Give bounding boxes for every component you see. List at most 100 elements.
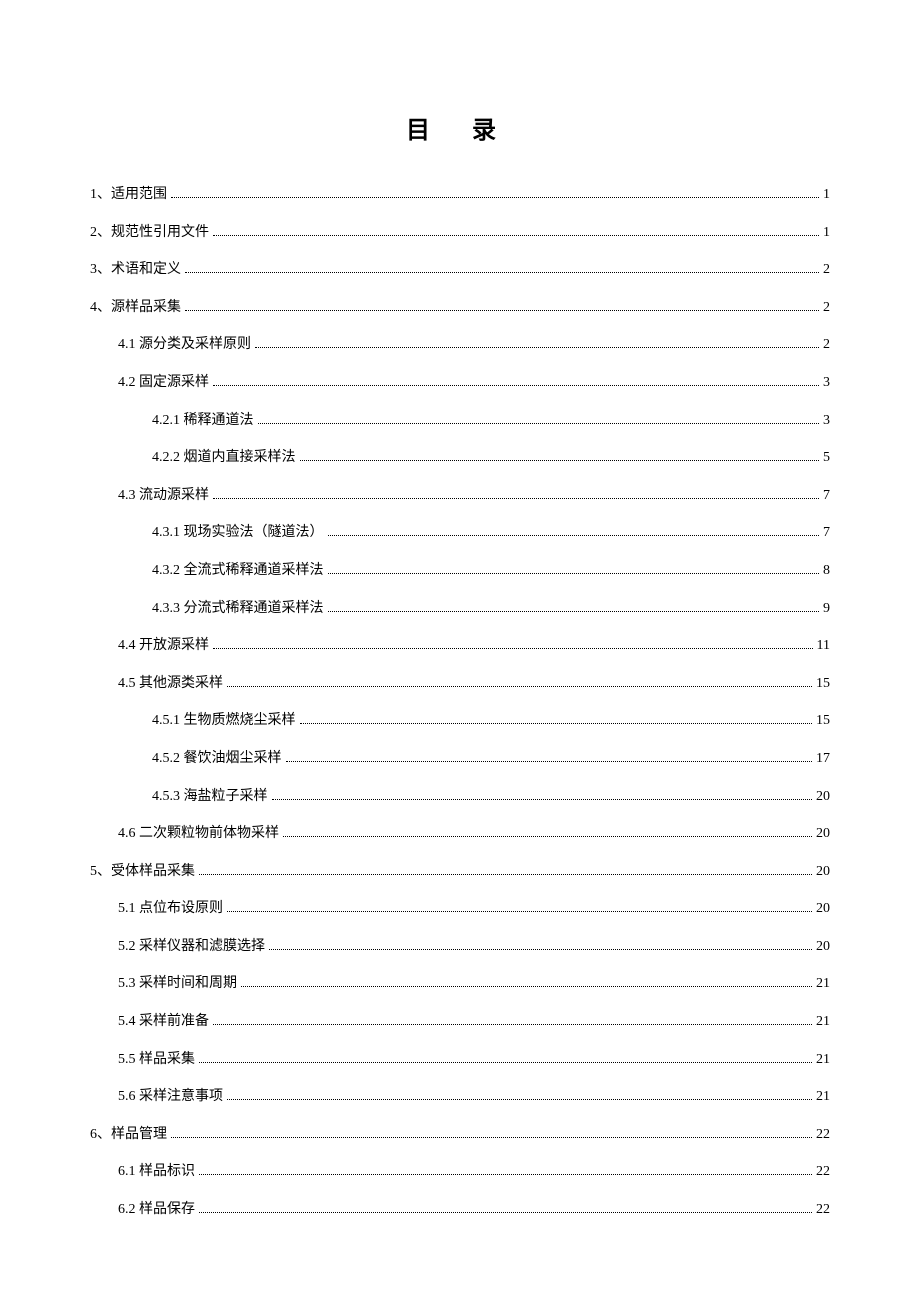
toc-entry: 4.1 源分类及采样原则 2 <box>90 335 830 355</box>
toc-dot-leader <box>213 385 819 386</box>
toc-entry-label: 5.6 采样注意事项 <box>118 1087 223 1107</box>
toc-dot-leader <box>269 949 812 950</box>
toc-entry-label: 4.4 开放源采样 <box>118 636 209 656</box>
toc-entry-page: 7 <box>823 523 830 543</box>
toc-entry-page: 2 <box>823 335 830 355</box>
toc-dot-leader <box>199 1212 812 1213</box>
toc-entry: 2、规范性引用文件1 <box>90 223 830 243</box>
toc-entry: 4.2.1 稀释通道法 3 <box>90 411 830 431</box>
toc-dot-leader <box>272 799 813 800</box>
toc-entry-label: 1、适用范围 <box>90 185 167 205</box>
toc-entry-label: 6、样品管理 <box>90 1125 167 1145</box>
toc-entry-label: 4.5 其他源类采样 <box>118 674 223 694</box>
toc-dot-leader <box>328 535 820 536</box>
toc-entry: 4.3.2 全流式稀释通道采样法 8 <box>90 561 830 581</box>
toc-entry-label: 3、术语和定义 <box>90 260 181 280</box>
toc-entry-label: 4.2.2 烟道内直接采样法 <box>152 448 296 468</box>
toc-dot-leader <box>213 498 819 499</box>
toc-entry: 4.3.1 现场实验法（隧道法） 7 <box>90 523 830 543</box>
toc-entry-page: 20 <box>816 862 830 882</box>
toc-entry-page: 21 <box>816 1087 830 1107</box>
toc-entry: 4.5 其他源类采样15 <box>90 674 830 694</box>
toc-dot-leader <box>213 235 819 236</box>
toc-dot-leader <box>185 310 819 311</box>
toc-entry-label: 5.2 采样仪器和滤膜选择 <box>118 937 265 957</box>
toc-dot-leader <box>328 611 820 612</box>
toc-dot-leader <box>213 648 813 649</box>
toc-entry: 4.5.3 海盐粒子采样 20 <box>90 787 830 807</box>
toc-entry-page: 22 <box>816 1125 830 1145</box>
toc-entry: 5.3 采样时间和周期21 <box>90 974 830 994</box>
toc-entry-label: 4.6 二次颗粒物前体物采样 <box>118 824 279 844</box>
toc-entry-page: 17 <box>816 749 830 769</box>
toc-entry-page: 1 <box>823 185 830 205</box>
toc-entry: 6.2 样品保存22 <box>90 1200 830 1220</box>
toc-entry-label: 4.3.1 现场实验法（隧道法） <box>152 523 324 543</box>
toc-container: 1、适用范围12、规范性引用文件13、术语和定义24、源样品采集24.1 源分类… <box>90 185 830 1220</box>
toc-entry-page: 20 <box>816 937 830 957</box>
toc-entry-page: 21 <box>816 1012 830 1032</box>
toc-entry-page: 22 <box>816 1200 830 1220</box>
toc-entry: 5、受体样品采集 20 <box>90 862 830 882</box>
toc-entry-page: 9 <box>823 599 830 619</box>
toc-dot-leader <box>227 686 812 687</box>
toc-entry: 3、术语和定义2 <box>90 260 830 280</box>
toc-entry: 4.5.1 生物质燃烧尘采样 15 <box>90 711 830 731</box>
toc-entry-page: 5 <box>823 448 830 468</box>
toc-dot-leader <box>241 986 812 987</box>
toc-title: 目 录 <box>90 110 830 145</box>
toc-dot-leader <box>300 723 813 724</box>
toc-entry: 4.4 开放源采样11 <box>90 636 830 656</box>
toc-entry-label: 6.1 样品标识 <box>118 1162 195 1182</box>
toc-entry-page: 15 <box>816 711 830 731</box>
toc-entry: 6.1 样品标识 22 <box>90 1162 830 1182</box>
toc-entry: 6、样品管理 22 <box>90 1125 830 1145</box>
toc-entry: 4.3.3 分流式稀释通道采样法 9 <box>90 599 830 619</box>
toc-entry-label: 5、受体样品采集 <box>90 862 195 882</box>
toc-entry-label: 4.5.3 海盐粒子采样 <box>152 787 268 807</box>
toc-entry: 1、适用范围 1 <box>90 185 830 205</box>
toc-entry-page: 3 <box>823 373 830 393</box>
toc-dot-leader <box>171 1137 812 1138</box>
toc-entry-label: 4.1 源分类及采样原则 <box>118 335 251 355</box>
toc-entry: 5.2 采样仪器和滤膜选择 20 <box>90 937 830 957</box>
toc-entry-page: 3 <box>823 411 830 431</box>
toc-dot-leader <box>199 1062 812 1063</box>
toc-dot-leader <box>283 836 812 837</box>
toc-entry-label: 4.3 流动源采样 <box>118 486 209 506</box>
toc-dot-leader <box>227 911 812 912</box>
toc-entry-label: 4.2.1 稀释通道法 <box>152 411 254 431</box>
toc-entry-label: 4.3.2 全流式稀释通道采样法 <box>152 561 324 581</box>
toc-entry: 5.5 样品采集 21 <box>90 1050 830 1070</box>
toc-dot-leader <box>286 761 813 762</box>
toc-dot-leader <box>255 347 819 348</box>
toc-entry: 4.2.2 烟道内直接采样法 5 <box>90 448 830 468</box>
toc-dot-leader <box>300 460 820 461</box>
toc-entry-page: 8 <box>823 561 830 581</box>
toc-entry: 5.4 采样前准备 21 <box>90 1012 830 1032</box>
toc-entry-page: 2 <box>823 298 830 318</box>
toc-entry-label: 4、源样品采集 <box>90 298 181 318</box>
toc-entry-page: 21 <box>816 1050 830 1070</box>
toc-entry-label: 5.1 点位布设原则 <box>118 899 223 919</box>
toc-entry: 4.3 流动源采样 7 <box>90 486 830 506</box>
toc-entry: 5.1 点位布设原则20 <box>90 899 830 919</box>
toc-dot-leader <box>185 272 819 273</box>
toc-entry-page: 7 <box>823 486 830 506</box>
toc-entry: 4、源样品采集 2 <box>90 298 830 318</box>
toc-entry-label: 5.4 采样前准备 <box>118 1012 209 1032</box>
toc-entry-page: 20 <box>816 824 830 844</box>
toc-entry-label: 4.5.1 生物质燃烧尘采样 <box>152 711 296 731</box>
toc-entry-label: 4.3.3 分流式稀释通道采样法 <box>152 599 324 619</box>
toc-dot-leader <box>227 1099 812 1100</box>
toc-dot-leader <box>258 423 820 424</box>
toc-entry: 4.2 固定源采样3 <box>90 373 830 393</box>
toc-dot-leader <box>171 197 819 198</box>
toc-entry-label: 5.5 样品采集 <box>118 1050 195 1070</box>
toc-dot-leader <box>213 1024 812 1025</box>
toc-entry-label: 2、规范性引用文件 <box>90 223 209 243</box>
toc-entry-page: 20 <box>816 787 830 807</box>
toc-entry: 4.5.2 餐饮油烟尘采样17 <box>90 749 830 769</box>
toc-entry: 4.6 二次颗粒物前体物采样 20 <box>90 824 830 844</box>
toc-entry-page: 22 <box>816 1162 830 1182</box>
